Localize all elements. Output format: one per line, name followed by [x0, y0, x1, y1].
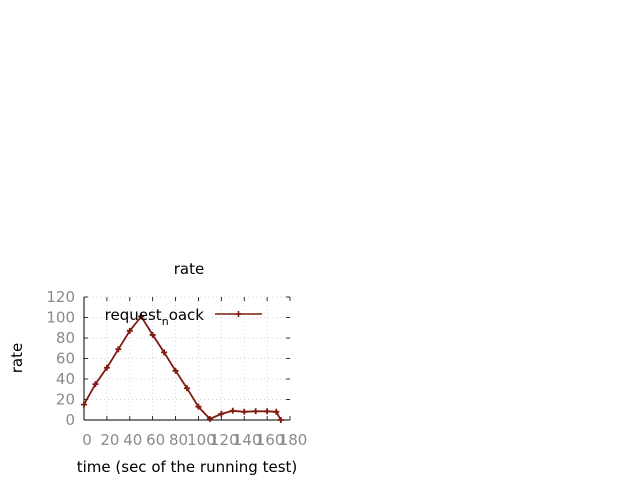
x-tick-label: 100 [187, 431, 216, 449]
data-point [252, 408, 259, 415]
y-tick-label: 0 [65, 411, 75, 429]
x-tick-label: 80 [169, 431, 188, 449]
x-tick-label: 20 [100, 431, 119, 449]
x-tick-label: 0 [82, 431, 92, 449]
x-tick-label: 40 [123, 431, 142, 449]
data-point [81, 401, 87, 408]
data-point [273, 408, 280, 415]
legend-label: requestnoack [105, 306, 205, 328]
legend-label-rest: oack [169, 306, 205, 324]
data-point [92, 381, 99, 388]
series-line [83, 314, 282, 421]
data-point [277, 417, 284, 423]
data-point [172, 367, 179, 374]
legend-marker [235, 311, 242, 317]
y-tick-label: 80 [56, 329, 75, 347]
y-axis-label: rate [8, 343, 26, 373]
y-tick-label: 20 [56, 391, 75, 409]
data-point [161, 349, 168, 356]
y-tick-label: 120 [46, 288, 75, 306]
x-tick-label: 120 [210, 431, 239, 449]
legend: requestnoack [105, 306, 262, 328]
y-tick-label: 60 [56, 350, 75, 368]
chart-title: rate [174, 260, 204, 278]
series-group [81, 313, 284, 423]
data-point [206, 415, 213, 422]
data-point [184, 385, 190, 392]
legend-label-sub: n [162, 315, 169, 328]
grid-lines [84, 296, 290, 420]
y-tick-label: 100 [46, 309, 75, 327]
legend-label-main: request [105, 306, 162, 324]
data-point [241, 408, 248, 415]
x-tick-label: 60 [146, 431, 165, 449]
data-point [218, 410, 225, 417]
x-tick-label: 180 [279, 431, 308, 449]
data-point [264, 408, 271, 415]
data-point [229, 407, 236, 414]
y-tick-labels: 0 20 40 60 80 100 120 [46, 288, 75, 429]
data-point [195, 403, 202, 410]
x-axis-label: time (sec of the running test) [77, 458, 298, 476]
data-point [149, 331, 156, 338]
x-tick-label: 140 [233, 431, 262, 449]
data-point [138, 313, 145, 320]
data-point [103, 364, 110, 371]
data-point [115, 346, 122, 353]
y-tick-label: 40 [56, 370, 75, 388]
x-tick-label: 160 [256, 431, 285, 449]
data-point [126, 327, 133, 334]
